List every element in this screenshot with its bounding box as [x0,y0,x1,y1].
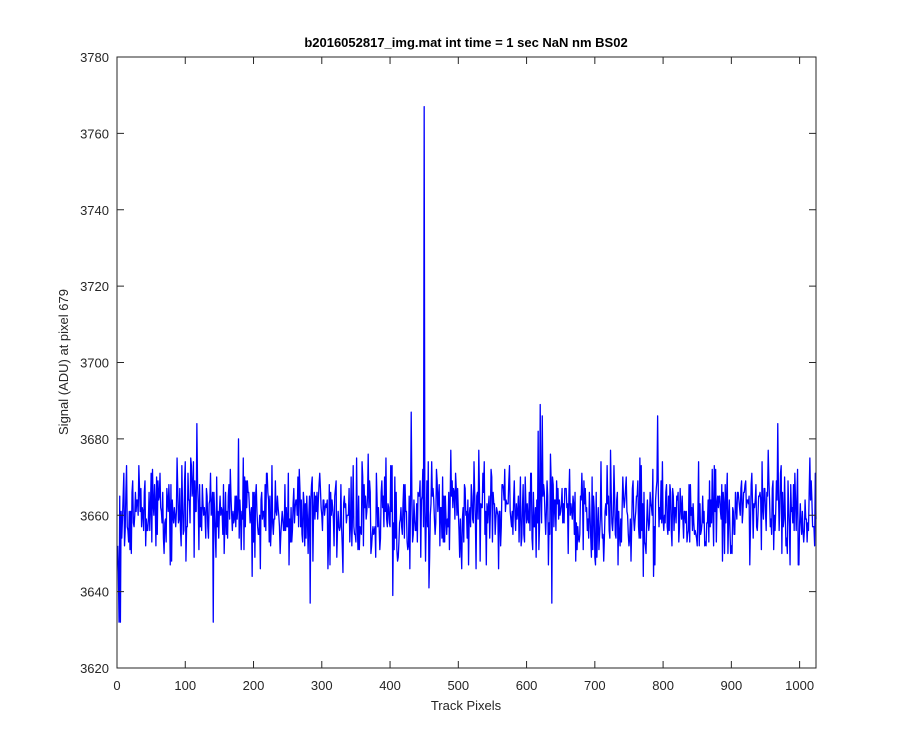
axes-layer: 0 100 200 300 400 500 600 700 800 900 1000 3620 3640… [80,50,817,693]
y-tick-label: 3660 [80,508,109,523]
x-tick-label: 1000 [785,678,814,693]
x-tick-label: 800 [652,678,674,693]
y-tick-label: 3700 [80,356,109,371]
x-tick-label: 300 [311,678,333,693]
x-tick-label: 400 [379,678,401,693]
y-axis-label: Signal (ADU) at pixel 679 [56,289,71,435]
y-tick-label: 3720 [80,279,109,294]
x-tick-label: 200 [243,678,265,693]
y-tick-label: 3680 [80,432,109,447]
x-tick-label: 900 [721,678,743,693]
x-axis-label: Track Pixels [431,698,502,713]
x-tick-label: 700 [584,678,606,693]
y-tick-label: 3620 [80,661,109,676]
y-tick-label: 3760 [80,126,109,141]
y-tick-label: 3640 [80,585,109,600]
chart-title: b2016052817_img.mat int time = 1 sec NaN… [304,35,627,50]
y-tick-label: 3780 [80,50,109,65]
series-layer [117,105,817,623]
x-tick-label: 600 [516,678,538,693]
series-line [117,105,817,623]
plot-area [117,57,816,668]
x-tick-label: 100 [174,678,196,693]
x-tick-label: 0 [113,678,120,693]
x-tick-label: 500 [447,678,469,693]
y-tick-label: 3740 [80,203,109,218]
